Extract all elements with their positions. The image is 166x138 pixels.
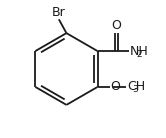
Text: CH: CH [127, 80, 145, 93]
Text: O: O [110, 80, 120, 93]
Text: NH: NH [129, 45, 148, 58]
Text: O: O [111, 19, 121, 32]
Text: 3: 3 [132, 85, 138, 95]
Text: 2: 2 [137, 50, 142, 59]
Text: Br: Br [51, 6, 65, 19]
